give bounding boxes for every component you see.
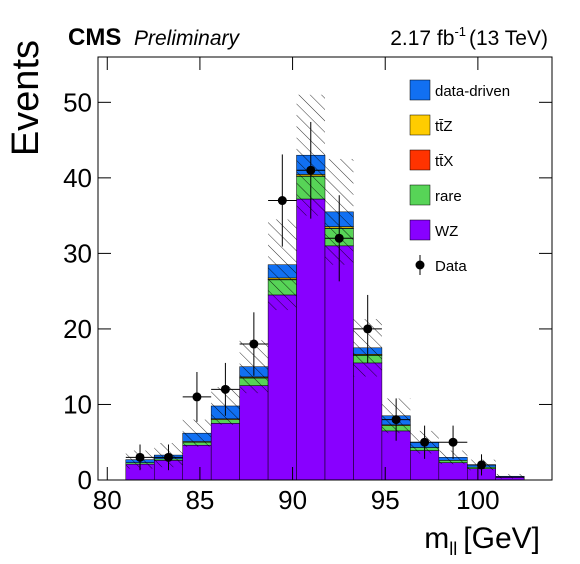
- legend-swatch: [409, 149, 431, 171]
- legend-label: Data: [435, 258, 467, 275]
- lumi-label: 2.17 fb-1 (13 TeV): [390, 24, 548, 50]
- data-point: [135, 452, 145, 462]
- data-point: [163, 452, 173, 462]
- data-point: [334, 233, 344, 243]
- legend-swatch: [409, 79, 431, 101]
- y-tick-label: 10: [63, 389, 92, 419]
- plot-area: [125, 94, 525, 481]
- stack-segment: [296, 198, 326, 481]
- x-label-unit: [GeV]: [463, 522, 540, 555]
- data-point: [306, 165, 316, 175]
- stack-segment: [210, 423, 240, 481]
- data-point: [420, 437, 430, 447]
- x-axis-label: mll [GeV]: [424, 522, 540, 559]
- data-point: [448, 437, 458, 447]
- lumi-text: 2.17 fb: [390, 27, 454, 50]
- data-point: [220, 384, 230, 394]
- y-tick-label: 30: [63, 238, 92, 268]
- y-axis-label: Events: [5, 40, 47, 156]
- legend-swatch: [409, 114, 431, 136]
- legend-data-marker: [415, 260, 425, 270]
- legend-label: tt̄Z: [435, 118, 453, 135]
- legend-swatch: [409, 219, 431, 241]
- data-point: [249, 339, 259, 349]
- uncertainty-band: [182, 419, 212, 447]
- x-tick-label: 80: [93, 485, 122, 515]
- lumi-sup: -1: [454, 24, 466, 39]
- x-tick-label: 90: [278, 485, 307, 515]
- x-label-main: m: [424, 522, 449, 555]
- data-point: [277, 196, 287, 206]
- y-tick-label: 50: [63, 87, 92, 117]
- x-tick-label: 95: [371, 485, 400, 515]
- stack-segment: [438, 462, 468, 481]
- stack-segment: [182, 445, 212, 481]
- legend-label: data-driven: [435, 83, 510, 100]
- x-tick-label: 85: [185, 485, 214, 515]
- legend-label: tt̄X: [435, 153, 453, 170]
- lumi-suffix: (13 TeV): [469, 27, 548, 50]
- data-point: [363, 324, 373, 334]
- stack-segment: [324, 245, 354, 481]
- legend-label: WZ: [435, 223, 458, 240]
- status-label: Preliminary: [134, 27, 241, 50]
- x-label-sub: ll: [449, 539, 457, 559]
- y-tick-label: 20: [63, 314, 92, 344]
- legend-swatch: [409, 184, 431, 206]
- stack-segment: [239, 385, 269, 481]
- x-tick-label: 100: [456, 485, 499, 515]
- data-point: [192, 392, 202, 402]
- stack-segment: [353, 362, 383, 481]
- experiment-label: CMS: [68, 24, 121, 51]
- stack-segment: [267, 294, 297, 481]
- uncertainty-band: [495, 473, 525, 479]
- data-point: [391, 415, 401, 425]
- y-tick-label: 0: [78, 465, 92, 495]
- y-tick-label: 40: [63, 163, 92, 193]
- legend-label: rare: [435, 188, 462, 205]
- data-point: [477, 460, 487, 470]
- frame: [97, 56, 553, 481]
